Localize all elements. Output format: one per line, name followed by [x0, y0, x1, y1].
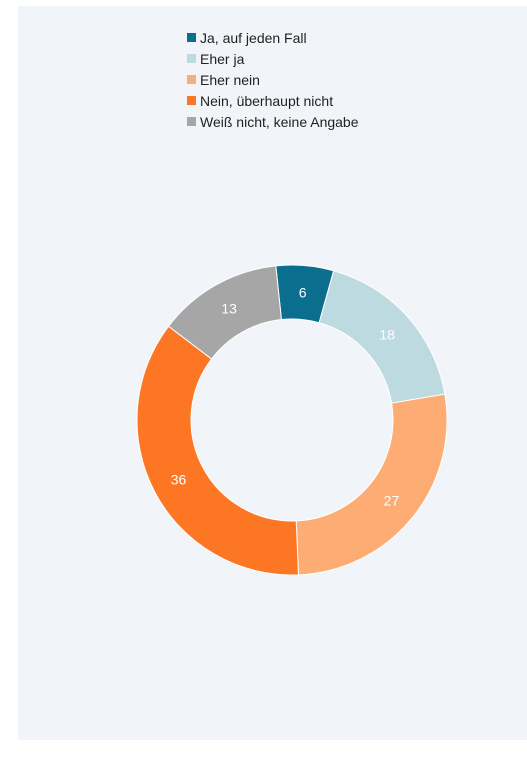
donut-labels: 6 18 27 36 13	[171, 284, 400, 508]
legend-label: Eher nein	[200, 71, 260, 88]
slice-weiss-nicht-keine-angabe	[167, 265, 282, 360]
legend-swatch	[187, 33, 196, 42]
legend-item-eher-ja: Eher ja	[187, 48, 359, 69]
chart-panel	[18, 6, 527, 740]
legend-label: Weiß nicht, keine Angabe	[200, 113, 359, 130]
legend-swatch	[187, 54, 196, 63]
legend-item-nein-ueberhaupt-nicht: Nein, überhaupt nicht	[187, 90, 359, 111]
legend-label: Eher ja	[200, 50, 245, 67]
legend-swatch	[187, 117, 196, 126]
legend-item-ja-auf-jeden-fall: Ja, auf jeden Fall	[187, 27, 359, 48]
legend-swatch	[187, 96, 196, 105]
legend-item-eher-nein: Eher nein	[187, 69, 359, 90]
slice-eher-nein	[295, 393, 448, 576]
legend-label: Ja, auf jeden Fall	[200, 29, 307, 46]
data-label-eher-ja: 18	[379, 326, 395, 342]
legend-label: Nein, überhaupt nicht	[200, 92, 334, 109]
legend-swatch	[187, 75, 196, 84]
chart-legend: Ja, auf jeden Fall Eher ja Eher nein Nei…	[187, 27, 359, 132]
legend-item-weiss-nicht-keine-angabe: Weiß nicht, keine Angabe	[187, 111, 359, 132]
data-label-nein-ueberhaupt-nicht: 36	[171, 471, 187, 487]
slice-nein-ueberhaupt-nicht	[136, 325, 300, 576]
donut-slices	[136, 264, 448, 576]
data-label-ja-auf-jeden-fall: 6	[299, 284, 307, 300]
data-label-eher-nein: 27	[384, 493, 400, 509]
data-label-weiss-nicht-keine-angabe: 13	[221, 300, 237, 316]
